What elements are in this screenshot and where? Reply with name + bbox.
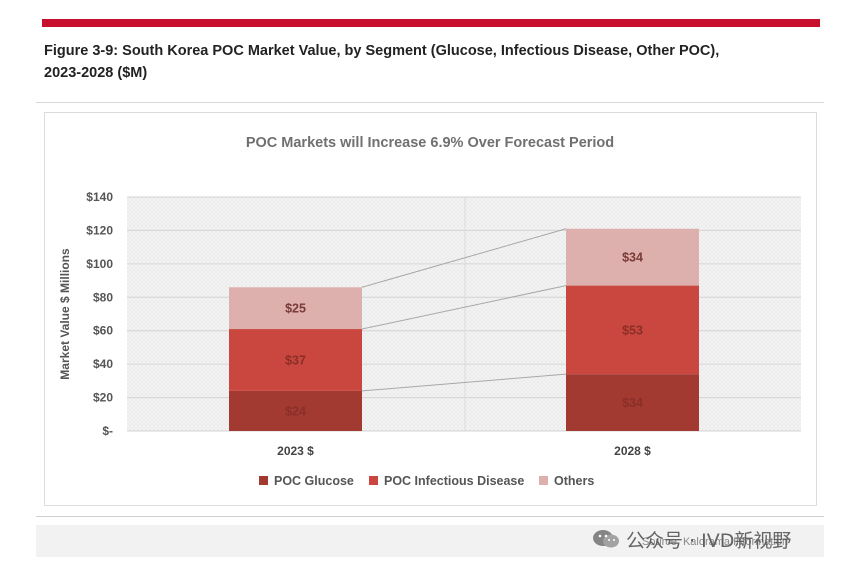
plot-area [127,197,801,431]
y-tick-label: $60 [93,324,113,338]
figure-title-line2: 2023-2028 ($M) [44,65,148,81]
bar-segment [566,374,699,431]
y-tick-label: $- [102,424,113,438]
divider-bottom [36,516,824,517]
bar-segment [229,287,362,330]
chart-panel: POC Markets will Increase 6.9% Over Fore… [44,112,817,506]
y-tick-label: $80 [93,290,113,304]
legend-label: Others [554,474,594,488]
y-tick-label: $20 [93,391,113,405]
legend-label: POC Infectious Disease [384,474,524,488]
legend-swatch [369,476,378,485]
data-label: $25 [285,302,306,316]
x-axis-ticks: 2023 $ 2028 $ [277,444,651,458]
legend: POC Glucose POC Infectious Disease Others [259,474,594,488]
y-tick-label: $40 [93,357,113,371]
y-tick-label: $120 [86,223,113,237]
x-tick-label: 2028 $ [614,444,651,458]
watermark: 公众号 · IVD新视野 [592,524,791,554]
footer-band [36,525,824,557]
figure-title: Figure 3-9: South Korea POC Market Value… [44,40,804,84]
legend-swatch [259,476,268,485]
chart-title: POC Markets will Increase 6.9% Over Fore… [246,135,614,151]
connector-line [361,373,567,392]
y-tick-label: $100 [86,257,113,271]
bar-segment [229,329,362,391]
bar-segment [566,285,699,375]
bar-segment [229,390,362,431]
data-label: $24 [285,404,306,418]
data-label: $53 [622,323,643,337]
source-note: Source: Kalorama Information [642,536,789,548]
y-axis-label: Market Value $ Millions [58,248,72,380]
y-tick-label: $140 [86,190,113,204]
stacked-bar-chart: POC Markets will Increase 6.9% Over Fore… [58,135,801,488]
data-label: $34 [622,251,643,265]
data-label: $34 [622,396,643,410]
x-tick-label: 2023 $ [277,444,314,458]
connector-line [361,228,567,288]
y-axis-ticks: $- $20 $40 $60 $80 $100 $120 $140 [86,190,113,438]
legend-label: POC Glucose [274,474,354,488]
bar-segment [566,228,699,286]
wechat-icon [593,530,619,548]
data-label: $37 [285,353,306,367]
connector-lines [361,228,567,392]
figure-title-line1: Figure 3-9: South Korea POC Market Value… [44,43,720,59]
accent-bar [42,19,820,27]
bars: $24 $37 $25 $34 $53 $34 [229,228,699,431]
watermark-text: 公众号 · IVD新视野 [626,529,792,552]
connector-line [361,285,567,330]
divider-top [36,102,824,103]
legend-swatch [539,476,548,485]
